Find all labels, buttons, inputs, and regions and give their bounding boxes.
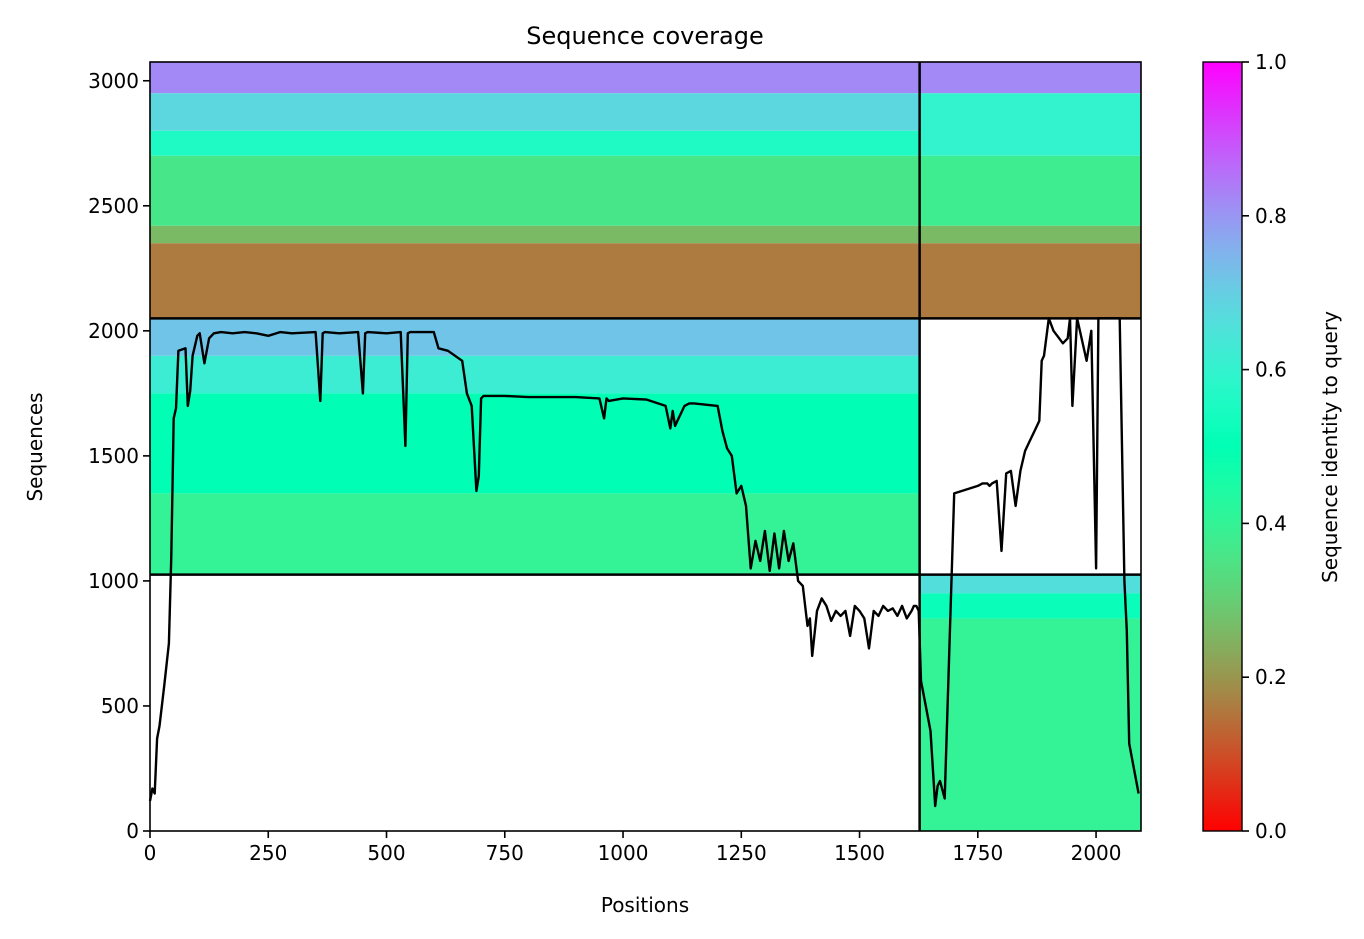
coverage-band-1-0: [919, 62, 1141, 94]
colorbar-tick-label: 1.0: [1255, 50, 1287, 74]
coverage-heatmap: [150, 62, 1141, 831]
coverage-band-1-2: [919, 155, 1141, 226]
colorbar-tick-label: 0.8: [1255, 204, 1287, 228]
chart-title: Sequence coverage: [526, 22, 763, 50]
plot-area-frame: [149, 61, 1142, 832]
block-boundaries: [150, 62, 1141, 831]
x-axis-title: Positions: [601, 893, 689, 917]
x-tick-label: 500: [367, 841, 405, 865]
coverage-band-2-3: [150, 493, 920, 575]
coverage-band-2-1: [150, 355, 920, 394]
y-tick-label: 2000: [88, 319, 139, 343]
coverage-line: [148, 317, 1140, 808]
x-axis: 0 250 500 750 1000 1250 1500 1750 2000: [144, 831, 1122, 865]
y-tick-label: 1000: [88, 569, 139, 593]
colorbar-tick-label: 0.6: [1255, 358, 1287, 382]
coverage-line-layer: [148, 317, 1140, 808]
x-tick-label: 1500: [834, 841, 885, 865]
coverage-band-3-2: [919, 618, 1141, 831]
coverage-band-0-4: [150, 225, 920, 244]
y-axis: 0 500 1000 1500 2000 2500 3000: [88, 69, 150, 843]
y-axis-title: Sequences: [23, 392, 47, 501]
colorbar-tick-label: 0.4: [1255, 511, 1287, 535]
coverage-band-1-4: [919, 243, 1141, 319]
coverage-band-0-2: [150, 130, 920, 156]
coverage-band-0-1: [150, 93, 920, 131]
coverage-band-1-3: [919, 225, 1141, 244]
coverage-band-0-5: [150, 243, 920, 319]
y-tick-label: 3000: [88, 69, 139, 93]
y-tick-label: 2500: [88, 194, 139, 218]
colorbar-gradient: [1202, 61, 1243, 832]
coverage-band-2-2: [150, 393, 920, 494]
x-tick-label: 1750: [952, 841, 1003, 865]
coverage-band-2-0: [150, 318, 920, 356]
x-tick-label: 1250: [716, 841, 767, 865]
x-tick-label: 0: [144, 841, 157, 865]
x-tick-label: 750: [486, 841, 524, 865]
coverage-band-0-3: [150, 155, 920, 226]
colorbar-label: Sequence identity to query: [1318, 311, 1342, 583]
y-tick-label: 0: [126, 819, 139, 843]
coverage-band-0-0: [150, 62, 920, 94]
x-tick-label: 2000: [1071, 841, 1122, 865]
colorbar: 0.0 0.2 0.4 0.6 0.8 1.0 Sequence identity to q…: [1202, 50, 1342, 843]
x-tick-label: 250: [249, 841, 287, 865]
x-tick-label: 1000: [598, 841, 649, 865]
colorbar-tick-label: 0.0: [1255, 819, 1287, 843]
y-tick-label: 500: [101, 694, 139, 718]
coverage-band-1-1: [919, 93, 1141, 156]
coverage-band-3-1: [919, 593, 1141, 619]
colorbar-tick-label: 0.2: [1255, 665, 1287, 689]
coverage-band-3-0: [919, 574, 1141, 594]
y-tick-label: 1500: [88, 444, 139, 468]
